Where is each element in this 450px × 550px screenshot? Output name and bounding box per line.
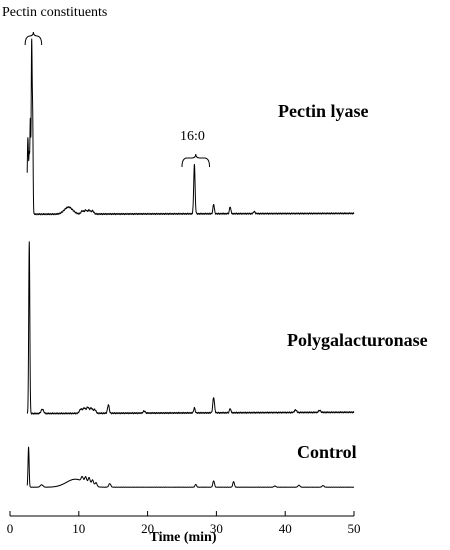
pectin-constituents-annotation: Pectin constituents <box>2 5 107 20</box>
fatty-acid-annotation: 16:0 <box>180 129 205 144</box>
x-tick-label: 30 <box>210 521 223 536</box>
x-tick-label: 20 <box>141 521 154 536</box>
series-label-polygalacturonase: Polygalacturonase <box>287 330 428 350</box>
x-tick-label: 50 <box>348 521 361 536</box>
x-axis-ticks: 0 10 20 30 40 50 <box>7 511 361 536</box>
control-trace <box>26 446 355 488</box>
fatty-acid-bracket <box>181 153 211 168</box>
series-label-control: Control <box>297 442 357 462</box>
x-tick-label: 40 <box>279 521 292 536</box>
pectin-lyase-trace <box>26 38 355 216</box>
series-label-pectin-lyase: Pectin lyase <box>278 101 368 121</box>
x-tick-label: 0 <box>7 521 14 536</box>
polygalacturonase-trace <box>26 241 355 415</box>
x-tick-label: 10 <box>72 521 85 536</box>
pectin-constituents-bracket <box>24 31 43 46</box>
x-axis-title: Time (min) <box>149 530 216 545</box>
